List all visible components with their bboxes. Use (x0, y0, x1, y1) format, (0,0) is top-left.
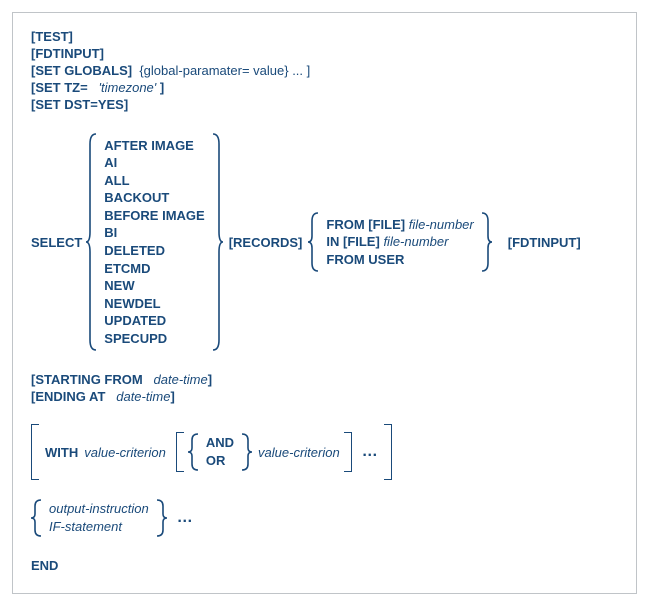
bracket-right-icon (384, 424, 392, 480)
select-option: ALL (104, 172, 204, 190)
set-tz-val: 'timezone' (99, 80, 157, 95)
if-statement-option: IF-statement (49, 518, 149, 536)
select-option: BEFORE IMAGE (104, 207, 204, 225)
syntax-diagram-container: [TEST] [FDTINPUT] [SET GLOBALS] {global-… (12, 12, 637, 594)
select-option: NEW (104, 277, 204, 295)
header-fdtinput: [FDTINPUT] (31, 46, 618, 61)
starting-from: [STARTING FROM date-time] (31, 372, 618, 387)
output-instruction-option: output-instruction (49, 500, 149, 518)
select-options-list: AFTER IMAGEAIALLBACKOUTBEFORE IMAGEBIDEL… (98, 132, 210, 352)
and-or-group: AND OR (188, 432, 252, 472)
in-file-option: IN [FILE] file-number (326, 233, 473, 251)
select-option: AFTER IMAGE (104, 137, 204, 155)
select-option: UPDATED (104, 312, 204, 330)
set-globals-lead: [SET GLOBALS] (31, 63, 132, 78)
starting-close: ] (208, 372, 212, 387)
select-option: SPECUPD (104, 330, 204, 348)
brace-right-icon (480, 211, 492, 273)
select-clause: SELECT AFTER IMAGEAIALLBACKOUTBEFORE IMA… (31, 132, 618, 352)
select-keyword: SELECT (31, 235, 86, 250)
output-ellipsis: … (177, 509, 193, 527)
brace-left-icon (188, 432, 200, 472)
header-set-tz: [SET TZ= 'timezone' ] (31, 80, 618, 95)
brace-right-icon (155, 498, 167, 538)
select-option: AI (104, 154, 204, 172)
set-tz-lead: [SET TZ= (31, 80, 88, 95)
set-globals-tail: {global-paramater= value} ... ] (139, 63, 310, 78)
starting-bold: [STARTING FROM (31, 372, 143, 387)
header-set-globals: [SET GLOBALS] {global-paramater= value} … (31, 63, 618, 78)
in-file-bold: IN [FILE] (326, 234, 379, 249)
with-ellipsis: … (362, 443, 378, 461)
in-file-ital: file-number (383, 234, 448, 249)
with-keyword: WITH (45, 445, 78, 460)
ending-close: ] (170, 389, 174, 404)
brace-right-icon (211, 132, 223, 352)
from-group: FROM [FILE] file-number IN [FILE] file-n… (308, 211, 491, 273)
select-option: NEWDEL (104, 295, 204, 313)
output-list: output-instruction IF-statement (43, 498, 155, 538)
ending-bold: [ENDING AT (31, 389, 105, 404)
select-option: ETCMD (104, 260, 204, 278)
select-option: BI (104, 224, 204, 242)
brace-left-icon (31, 498, 43, 538)
header-set-dst: [SET DST=YES] (31, 97, 618, 112)
or-option: OR (206, 452, 234, 470)
brace-left-icon (86, 132, 98, 352)
end-keyword: END (31, 558, 618, 573)
output-clause: output-instruction IF-statement … (31, 498, 618, 538)
from-file-bold: FROM [FILE] (326, 217, 405, 232)
select-options-group: AFTER IMAGEAIALLBACKOUTBEFORE IMAGEBIDEL… (86, 132, 222, 352)
ending-at: [ENDING AT date-time] (31, 389, 618, 404)
with-vc1: value-criterion (84, 445, 166, 460)
output-group: output-instruction IF-statement (31, 498, 167, 538)
select-option: DELETED (104, 242, 204, 260)
bracket-left-icon (31, 424, 39, 480)
records-keyword: [RECORDS] (223, 235, 309, 250)
from-options-list: FROM [FILE] file-number IN [FILE] file-n… (320, 211, 479, 273)
bracket-left-icon (176, 432, 184, 472)
from-user-option: FROM USER (326, 251, 473, 269)
brace-left-icon (308, 211, 320, 273)
ending-ital: date-time (116, 389, 170, 404)
from-file-option: FROM [FILE] file-number (326, 216, 473, 234)
fdtinput-tail: [FDTINPUT] (502, 235, 587, 250)
starting-ital: date-time (154, 372, 208, 387)
set-tz-close: ] (160, 80, 164, 95)
brace-right-icon (240, 432, 252, 472)
with-vc2: value-criterion (258, 445, 340, 460)
with-clause: WITH value-criterion AND OR (31, 424, 618, 480)
bracket-right-icon (344, 432, 352, 472)
header-test: [TEST] (31, 29, 618, 44)
and-or-list: AND OR (200, 432, 240, 472)
from-file-ital: file-number (409, 217, 474, 232)
select-option: BACKOUT (104, 189, 204, 207)
and-option: AND (206, 434, 234, 452)
